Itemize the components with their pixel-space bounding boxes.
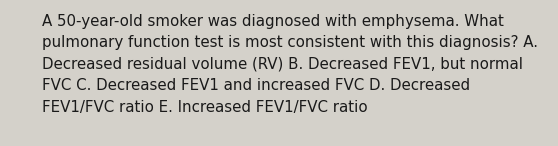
Text: pulmonary function test is most consistent with this diagnosis? A.: pulmonary function test is most consiste… <box>42 35 538 51</box>
Text: FEV1/FVC ratio E. Increased FEV1/FVC ratio: FEV1/FVC ratio E. Increased FEV1/FVC rat… <box>42 100 368 115</box>
Text: FVC C. Decreased FEV1 and increased FVC D. Decreased: FVC C. Decreased FEV1 and increased FVC … <box>42 79 470 93</box>
Text: Decreased residual volume (RV) B. Decreased FEV1, but normal: Decreased residual volume (RV) B. Decrea… <box>42 57 523 72</box>
Text: A 50-year-old smoker was diagnosed with emphysema. What: A 50-year-old smoker was diagnosed with … <box>42 14 504 29</box>
